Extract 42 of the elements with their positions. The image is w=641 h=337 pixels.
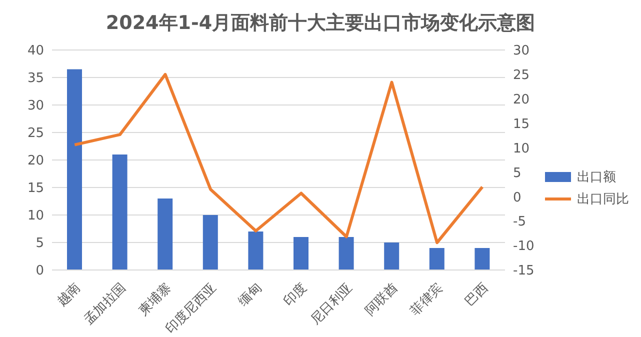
bar [429, 248, 444, 270]
bar [338, 237, 354, 270]
y2-tick-label: 0 [513, 190, 522, 206]
bar [202, 215, 218, 270]
y2-tick-label: 15 [513, 116, 530, 132]
bar [158, 198, 173, 270]
x-tick-label: 孟加拉国 [82, 280, 129, 328]
y-tick-label: 35 [27, 71, 44, 86]
bar [67, 69, 82, 270]
x-tick-label: 巴西 [462, 280, 492, 310]
bar [112, 154, 128, 270]
y2-tick-label: 5 [513, 166, 522, 181]
legend-label: 出口同比 [577, 191, 629, 208]
bar [384, 242, 400, 270]
y-tick-label: 0 [36, 264, 44, 279]
y2-tick-label: 20 [513, 92, 530, 108]
y-tick-label: 5 [36, 236, 44, 252]
line-series [73, 72, 484, 244]
x-tick-label: 柬埔寨 [135, 280, 174, 319]
legend-label: 出口额 [577, 169, 616, 186]
y-tick-label: 30 [27, 98, 44, 114]
y2-tick-label: -10 [513, 239, 534, 254]
y2-tick-label: -5 [513, 214, 526, 230]
y-tick-label: 10 [27, 208, 44, 224]
y-tick-label: 20 [27, 154, 44, 169]
y2-tick-label: 25 [513, 68, 530, 84]
y2-tick-label: 30 [513, 44, 530, 59]
x-tick-label: 阿联酋 [362, 280, 401, 319]
bar [294, 237, 308, 270]
bar [474, 248, 490, 270]
chart-title: 2024年1-4月面料前十大主要出口市场变化示意图 [104, 11, 536, 36]
x-tick-label: 菲律宾 [407, 280, 446, 319]
y-tick-label: 15 [27, 181, 44, 196]
x-tick-label: 越南 [54, 280, 84, 310]
y2-tick-label: 10 [513, 141, 530, 156]
bar [248, 232, 264, 270]
y2-tick-label: -15 [513, 264, 534, 279]
y-tick-label: 25 [27, 126, 44, 142]
x-tick-label: 印度 [280, 280, 310, 310]
x-tick-label: 缅甸 [236, 280, 265, 310]
x-tick-label: 尼日利亚 [308, 280, 356, 328]
y-tick-label: 40 [27, 44, 44, 59]
